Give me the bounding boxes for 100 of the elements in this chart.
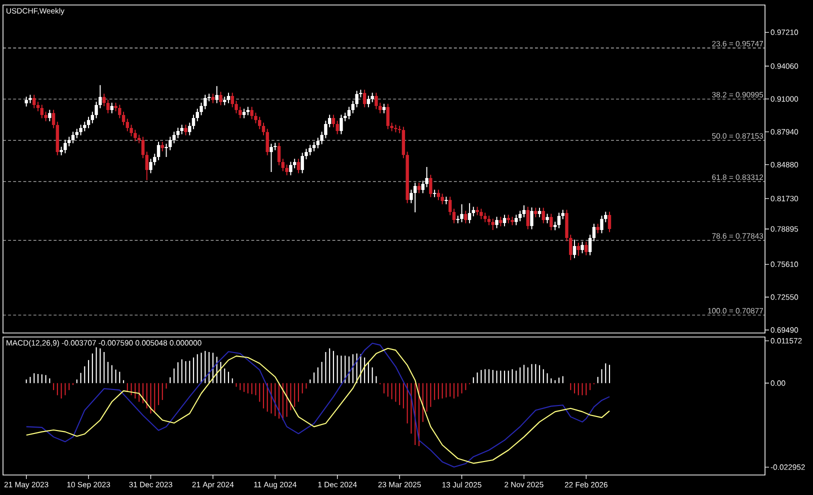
candlestick xyxy=(188,122,192,136)
candlestick xyxy=(134,129,137,142)
candlestick xyxy=(550,213,553,231)
candlestick xyxy=(495,216,498,229)
candlestick xyxy=(374,92,378,110)
candlestick xyxy=(491,218,494,231)
candlestick xyxy=(219,91,222,106)
candlestick xyxy=(522,204,526,218)
candlestick xyxy=(452,208,456,224)
candlestick xyxy=(118,104,122,119)
candlestick xyxy=(518,210,522,222)
candlestick xyxy=(277,142,281,166)
candlestick xyxy=(145,151,148,181)
candlestick xyxy=(538,207,542,218)
candlestick xyxy=(592,223,596,242)
candlestick xyxy=(149,158,152,174)
candlestick xyxy=(281,158,285,172)
candlestick xyxy=(429,174,432,198)
candlestick xyxy=(382,103,386,114)
candlestick xyxy=(266,128,269,156)
candlestick xyxy=(48,109,52,122)
candlestick xyxy=(483,212,487,223)
candlestick xyxy=(340,114,343,135)
candlestick xyxy=(480,208,483,220)
candlestick xyxy=(542,207,546,224)
candlestick xyxy=(366,95,370,108)
candlestick xyxy=(52,109,56,129)
candlestick xyxy=(180,124,184,135)
candlestick xyxy=(196,108,199,122)
candlestick xyxy=(468,202,472,224)
candlestick xyxy=(36,101,40,112)
candlestick xyxy=(160,141,164,152)
candlestick xyxy=(270,143,273,173)
candlestick xyxy=(32,94,36,109)
candlestick xyxy=(56,121,60,156)
candlestick xyxy=(292,158,296,169)
candlestick xyxy=(526,206,530,230)
candlestick xyxy=(472,206,476,217)
candlestick xyxy=(211,93,215,104)
candlestick xyxy=(608,211,612,233)
candlestick xyxy=(172,131,176,144)
candlestick xyxy=(289,161,292,176)
candlestick xyxy=(580,241,584,254)
candlestick xyxy=(530,206,534,230)
candlestick xyxy=(312,141,316,152)
candlestick xyxy=(68,136,71,147)
candlestick xyxy=(421,180,424,194)
candlestick xyxy=(106,99,110,114)
candlestick xyxy=(230,92,234,108)
candlestick xyxy=(600,215,604,234)
candlestick xyxy=(316,137,320,149)
candlestick xyxy=(141,136,145,159)
candlestick xyxy=(534,207,538,218)
candlestick xyxy=(546,213,549,224)
candlestick xyxy=(499,216,502,227)
candlestick xyxy=(262,122,266,136)
candlestick xyxy=(561,209,564,220)
candlestick xyxy=(176,127,180,139)
candlestick xyxy=(102,93,106,107)
candlestick xyxy=(487,215,491,226)
candlestick xyxy=(308,144,312,156)
candlestick xyxy=(300,152,304,174)
candlestick xyxy=(83,121,86,132)
candlestick xyxy=(156,141,160,161)
candlestick xyxy=(572,239,576,259)
candlestick xyxy=(79,124,82,136)
candlestick xyxy=(64,139,67,154)
candlestick xyxy=(362,89,366,108)
candlestick xyxy=(75,128,78,139)
candlestick xyxy=(460,204,464,223)
candlestick xyxy=(557,212,561,229)
candlestick xyxy=(296,158,300,174)
candlestick xyxy=(86,116,90,129)
candlestick xyxy=(576,242,580,256)
candlestick xyxy=(24,96,28,107)
candlestick xyxy=(126,118,130,132)
candlestick xyxy=(215,86,218,104)
candlestick xyxy=(464,210,468,224)
candlestick xyxy=(153,153,156,166)
candlestick xyxy=(514,214,518,226)
candlestick xyxy=(184,124,188,136)
candlestick xyxy=(436,189,440,201)
candlestick xyxy=(448,196,452,216)
candlestick xyxy=(336,120,339,135)
candlestick xyxy=(414,182,417,213)
candlestick xyxy=(250,106,254,120)
candlestick xyxy=(332,114,336,128)
candlestick xyxy=(122,111,126,126)
candlestick xyxy=(386,103,390,130)
candlestick xyxy=(596,223,600,234)
candlestick xyxy=(242,108,246,119)
candlestick xyxy=(588,234,592,256)
candlestick xyxy=(440,193,444,205)
candlestick xyxy=(110,102,114,114)
candlestick xyxy=(40,104,44,119)
candlestick xyxy=(226,92,230,104)
candlestick xyxy=(347,106,351,120)
candlestick xyxy=(502,214,506,227)
candlestick xyxy=(258,116,262,130)
candlestick xyxy=(192,114,196,130)
